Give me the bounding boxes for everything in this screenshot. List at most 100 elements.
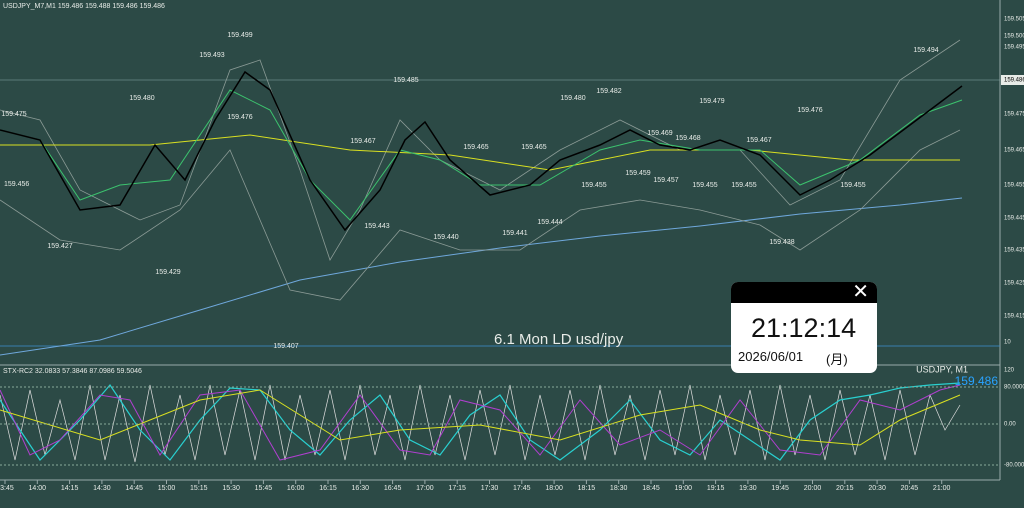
time-axis-label: 19:45 (771, 485, 789, 492)
clock-titlebar: ✕ (731, 282, 877, 303)
price-axis-label: 159.455 (1004, 183, 1024, 189)
price-axis-label: 159.500 (1004, 34, 1024, 40)
ma-long (0, 197, 963, 356)
clock-widget: ✕ 21:12:14 2026/06/01 (月) (731, 282, 877, 373)
time-axis-label: 18:00 (545, 485, 563, 492)
band-upper (0, 39, 961, 261)
time-axis-label: 16:15 (319, 485, 337, 492)
price-annotation: 159.429 (155, 269, 180, 276)
time-axis-label: 14:00 (29, 485, 47, 492)
price-axis-label: 159.505 (1004, 17, 1024, 23)
price-annotation: 159.493 (199, 52, 224, 59)
price-annotation: 159.455 (692, 182, 717, 189)
price-annotation: 159.499 (227, 32, 252, 39)
time-axis-label: 14:30 (93, 485, 111, 492)
price-annotation: 159.465 (463, 144, 488, 151)
ma-yellow (0, 134, 960, 171)
close-button[interactable]: ✕ (852, 282, 869, 303)
price-annotation: 159.455 (840, 182, 865, 189)
time-axis-label: 18:30 (610, 485, 628, 492)
price-axis-label: 159.435 (1004, 248, 1024, 254)
price-axis-label: 159.465 (1004, 148, 1024, 154)
price-annotation: 159.456 (4, 181, 29, 188)
stoch-fast (0, 384, 961, 463)
price-annotation: 159.444 (537, 219, 562, 226)
price-annotation: 159.440 (433, 234, 458, 241)
price-annotation: 159.465 (521, 144, 546, 151)
clock-time: 21:12:14 (751, 313, 857, 343)
price-annotation: 159.407 (273, 343, 298, 350)
ma-green (0, 89, 963, 221)
time-axis-label: 17:15 (448, 485, 466, 492)
band-lower (0, 129, 961, 301)
price-annotation: 159.467 (350, 138, 375, 145)
price-axis-label: 159.425 (1004, 281, 1024, 287)
time-axis-label: 18:15 (578, 485, 596, 492)
time-axis-label: 16:45 (384, 485, 402, 492)
price-annotation: 159.480 (560, 95, 585, 102)
stoch-cyan (0, 382, 961, 461)
price-annotation: 159.475 (1, 111, 26, 118)
price-annotation: 159.455 (581, 182, 606, 189)
time-axis-label: 19:30 (739, 485, 757, 492)
time-axis-label: 14:45 (125, 485, 143, 492)
price-axis-label: 159.495 (1004, 45, 1024, 51)
price-axis-label: 159.475 (1004, 112, 1024, 118)
time-axis-label: 15:15 (190, 485, 208, 492)
price-annotation: 159.476 (227, 114, 252, 121)
time-axis-label: 19:00 (675, 485, 693, 492)
indicator-axis-label: -80.0000 (1004, 463, 1024, 469)
time-axis-label: 20:30 (868, 485, 886, 492)
price-annotation: 159.479 (699, 98, 724, 105)
price-annotation: 159.482 (596, 88, 621, 95)
chart-header: USDJPY_M7,M1 159.486 159.488 159.486 159… (3, 3, 165, 10)
stoch-purple (0, 384, 961, 461)
stoch-yellow (0, 389, 961, 446)
price-annotation: 159.443 (364, 223, 389, 230)
price-axis-label: 159.486 (1004, 78, 1024, 84)
price-annotation: 159.485 (393, 77, 418, 84)
clock-date: 2026/06/01 (738, 349, 804, 364)
clock-day: (月) (826, 352, 848, 367)
price-annotation: 159.467 (746, 137, 771, 144)
indicator-axis-label: 0.00 (1004, 422, 1016, 428)
time-axis-label: 18:45 (642, 485, 660, 492)
price-highlight (1001, 75, 1024, 85)
price-annotation: 159.455 (731, 182, 756, 189)
time-axis-label: 20:00 (804, 485, 822, 492)
price-annotation: 159.469 (647, 130, 672, 137)
time-axis-label: 20:15 (836, 485, 854, 492)
indicator-axis-label: 80.0000 (1004, 385, 1024, 391)
price-annotation: 159.494 (913, 47, 938, 54)
price-annotation: 159.457 (653, 177, 678, 184)
time-axis-label: 15:30 (222, 485, 240, 492)
price-annotation: 159.468 (675, 135, 700, 142)
time-axis-label: 14:15 (61, 485, 79, 492)
time-axis-label: 15:45 (255, 485, 273, 492)
price-annotation: 159.476 (797, 107, 822, 114)
time-axis-label: 16:00 (287, 485, 305, 492)
time-axis-label: 19:15 (707, 485, 725, 492)
price-axis-label: 10 (1004, 340, 1011, 346)
indicator-price: 159.486 (955, 374, 999, 388)
time-axis-label: 21:00 (933, 485, 951, 492)
price-annotation: 159.441 (502, 230, 527, 237)
symbol: USDJPY, M1 (916, 364, 968, 374)
price-annotation: 159.427 (47, 243, 72, 250)
time-axis-label: 20:45 (901, 485, 919, 492)
price-annotation: 159.459 (625, 170, 650, 177)
ma-black (0, 70, 963, 232)
price-axis-label: 159.415 (1004, 314, 1024, 320)
time-axis-label: 13:45 (0, 485, 14, 492)
time-axis-label: 17:45 (513, 485, 531, 492)
indicator-axis-label: 120 (1004, 368, 1015, 374)
time-axis-label: 17:00 (416, 485, 434, 492)
time-axis-label: 15:00 (158, 485, 176, 492)
price-annotation: 159.480 (129, 95, 154, 102)
caption: 6.1 Mon LD usd/jpy (494, 331, 624, 348)
price-annotation: 159.438 (769, 239, 794, 246)
indicator-label: STX-RC2 32.0833 57.3846 87.0986 59.5046 (3, 368, 142, 375)
